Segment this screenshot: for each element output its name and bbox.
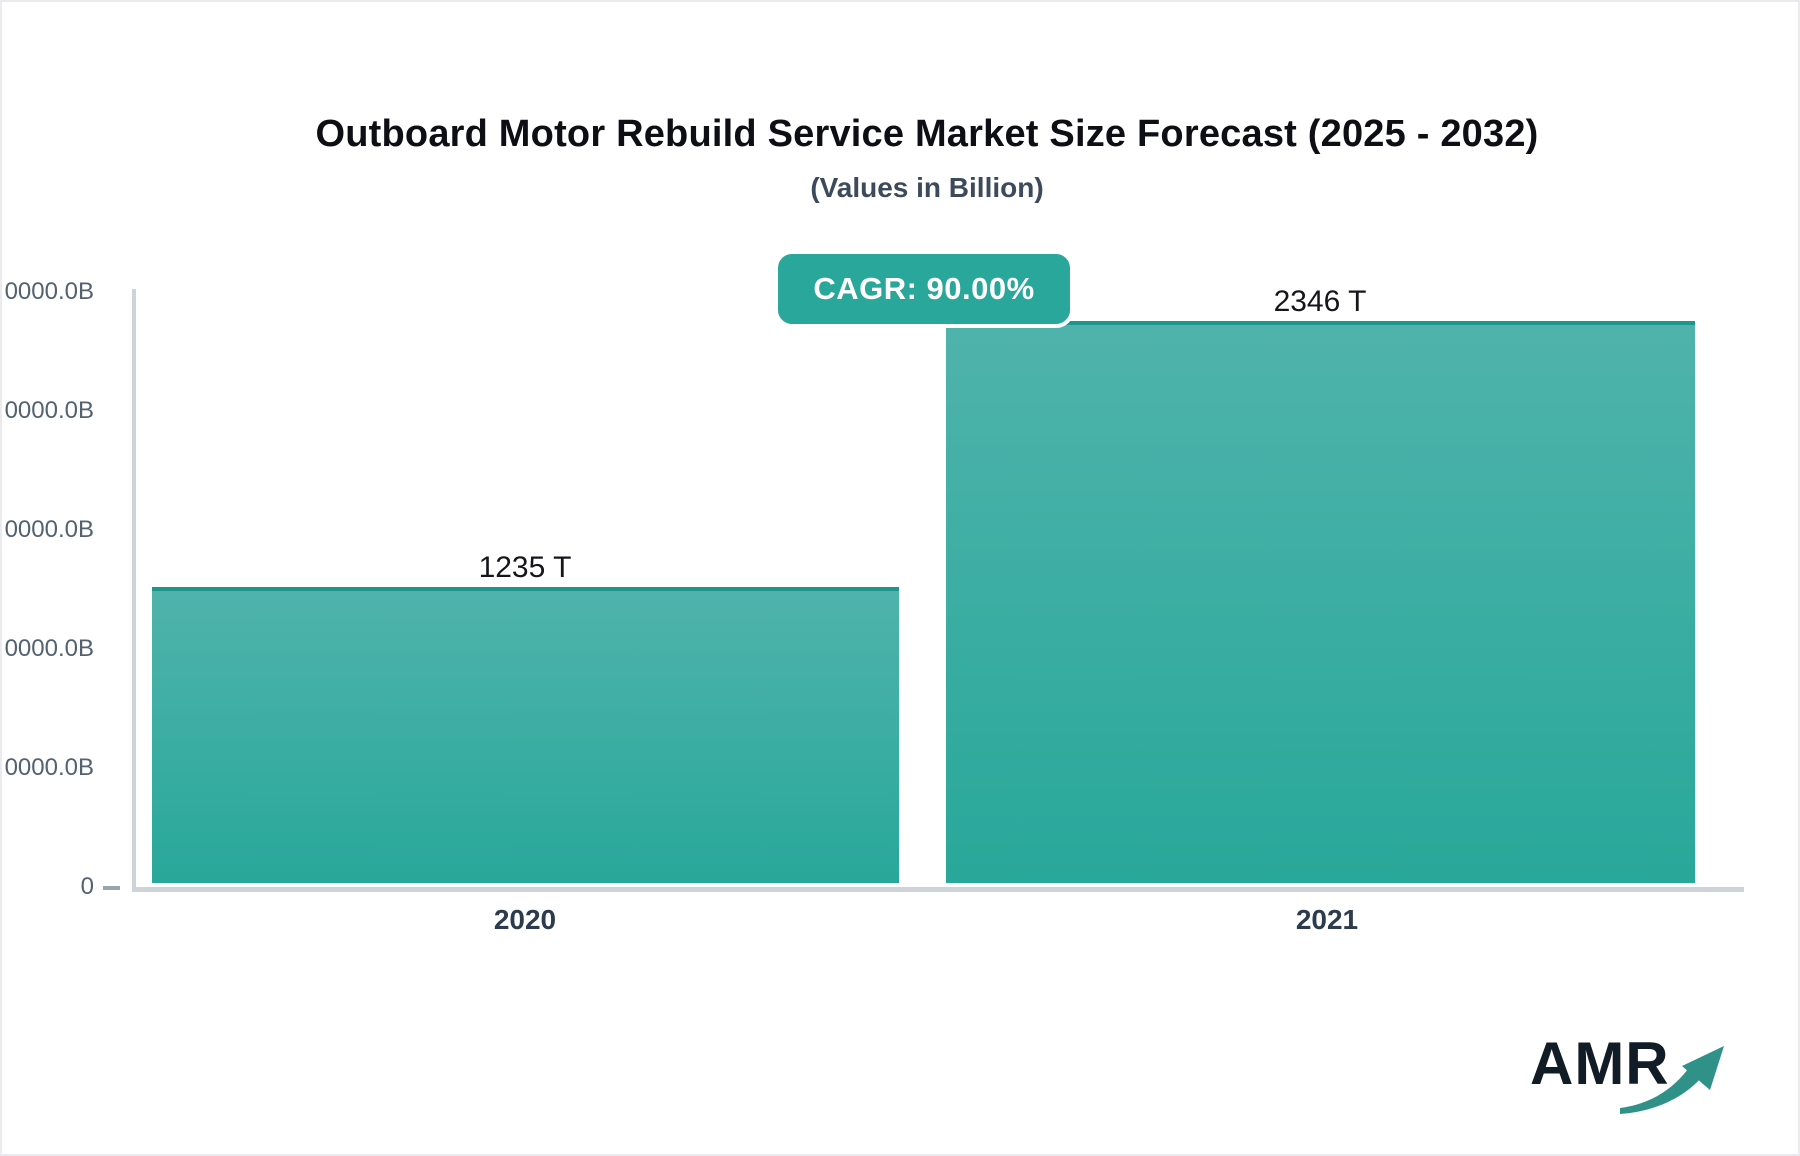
cagr-badge: CAGR: 90.00% — [774, 250, 1074, 328]
amr-logo-text: AMR — [1530, 1030, 1670, 1097]
bar-value-label-2020: 1235 T — [478, 551, 572, 584]
bar-2020 — [152, 587, 899, 883]
bar-value-label-2021: 2346 T — [1273, 285, 1367, 318]
y-axis-line — [132, 289, 136, 890]
x-axis-line — [132, 887, 1744, 892]
y-tick-label: 0000.0B — [4, 397, 94, 424]
y-tick-label: 0000.0B — [4, 635, 94, 662]
zero-tick-mark — [103, 886, 120, 890]
amr-logo-arrow-icon — [1620, 1046, 1724, 1114]
y-tick-label: 0000.0B — [4, 278, 94, 305]
chart-subtitle: (Values in Billion) — [810, 172, 1044, 203]
chart-title: Outboard Motor Rebuild Service Market Si… — [315, 113, 1539, 155]
bar-2021 — [946, 321, 1695, 883]
y-tick-label: 0000.0B — [4, 754, 94, 781]
x-axis-label-2021: 2021 — [1295, 904, 1359, 935]
x-axis-label-2020: 2020 — [493, 904, 557, 935]
cagr-badge-label: CAGR: 90.00% — [813, 271, 1035, 306]
y-tick-label: 0 — [80, 873, 94, 900]
amr-logo: AMR — [1530, 1034, 1730, 1114]
y-tick-label: 0000.0B — [4, 516, 94, 543]
